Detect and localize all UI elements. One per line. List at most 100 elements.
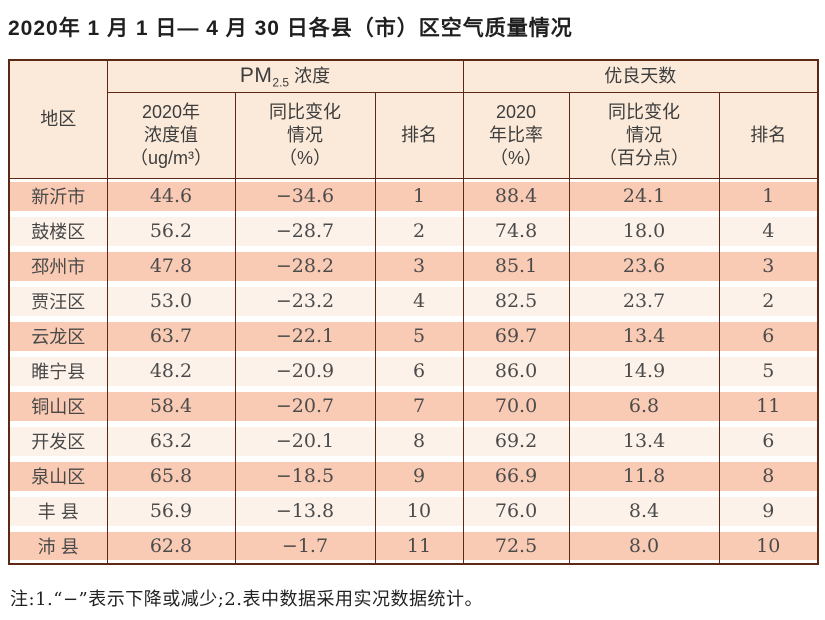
col-header-pm-value: 2020年 浓度值 （ug/m³） (106, 92, 236, 180)
pm-value-cell: 44.6 (106, 178, 236, 214)
table-row: 泉山区 65.8 −18.5 9 66.9 11.8 8 (8, 458, 819, 494)
table-row: 云龙区 63.7 −22.1 5 69.7 13.4 6 (8, 318, 819, 354)
region-cell: 开发区 (8, 423, 108, 459)
table-row: 贾汪区 53.0 −23.2 4 82.5 23.7 2 (8, 283, 819, 319)
gd-change-cell: 14.9 (568, 353, 720, 389)
table-header: 地区 PM2.5 浓度 优良天数 2020年 浓度值 （ug/m³） 同比变化 … (8, 60, 819, 180)
gd-rank-cell: 3 (718, 248, 819, 284)
gd-rate-cell: 74.8 (462, 213, 570, 249)
gd-rate-cell: 66.9 (462, 458, 570, 494)
pm-rank-cell: 7 (374, 388, 464, 424)
pm-change-cell: −20.9 (234, 353, 376, 389)
gd-rank-cell: 6 (718, 423, 819, 459)
col-header-gd-rate: 2020 年比率 （%） (462, 92, 570, 180)
region-cell: 铜山区 (8, 388, 108, 424)
page-title: 2020年 1 月 1 日— 4 月 30 日各县（市）区空气质量情况 (8, 17, 573, 40)
pm-change-cell: −1.7 (234, 528, 376, 564)
col-header-pm-change: 同比变化 情况 （%） (234, 92, 376, 180)
col-header-gd-change: 同比变化 情况 （百分点） (568, 92, 720, 180)
gd-rank-cell: 2 (718, 283, 819, 319)
col-header-gd-rank-label: 排名 (750, 124, 787, 145)
gd-rate-cell: 85.1 (462, 248, 570, 284)
pm-value-cell: 65.8 (106, 458, 236, 494)
pm-change-cell: −23.2 (234, 283, 376, 319)
pm-rank-cell: 1 (374, 178, 464, 214)
pm-change-cell: −28.2 (234, 248, 376, 284)
gd-change-cell: 18.0 (568, 213, 720, 249)
pm-change-cell: −34.6 (234, 178, 376, 214)
gd-rank-cell: 6 (718, 318, 819, 354)
region-cell: 丰 县 (8, 493, 108, 529)
pm-value-cell: 53.0 (106, 283, 236, 319)
gd-rate-cell: 72.5 (462, 528, 570, 564)
gd-rate-cell: 76.0 (462, 493, 570, 529)
col-header-pm-value-label: 2020年 浓度值 （ug/m³） (129, 101, 212, 169)
table-row: 铜山区 58.4 −20.7 7 70.0 6.8 11 (8, 388, 819, 424)
gd-rank-cell: 5 (718, 353, 819, 389)
col-header-gd-rate-label: 2020 年比率 （%） (489, 101, 544, 169)
pm-value-cell: 63.2 (106, 423, 236, 459)
gd-change-cell: 6.8 (568, 388, 720, 424)
footnote: 注:1.“−”表示下降或减少;2.表中数据采用实况数据统计。 (10, 588, 483, 610)
pm-change-cell: −13.8 (234, 493, 376, 529)
gd-change-cell: 13.4 (568, 423, 720, 459)
table-row: 新沂市 44.6 −34.6 1 88.4 24.1 1 (8, 178, 819, 214)
region-cell: 邳州市 (8, 248, 108, 284)
region-cell: 贾汪区 (8, 283, 108, 319)
gd-rate-cell: 69.2 (462, 423, 570, 459)
air-quality-table: 地区 PM2.5 浓度 优良天数 2020年 浓度值 （ug/m³） 同比变化 … (8, 59, 820, 565)
col-header-pm-rank-label: 排名 (401, 124, 437, 145)
pm-rank-cell: 6 (374, 353, 464, 389)
table-row: 开发区 63.2 −20.1 8 69.2 13.4 6 (8, 423, 819, 459)
gd-change-cell: 24.1 (568, 178, 720, 214)
col-group-good-days: 优良天数 (462, 60, 819, 94)
header-sub-row: 2020年 浓度值 （ug/m³） 同比变化 情况 （%） 排名 2020 年比… (9, 92, 819, 180)
pm-value-cell: 58.4 (106, 388, 236, 424)
col-header-gd-rank: 排名 (718, 92, 819, 180)
pm25-suffix: 浓度 (289, 66, 331, 86)
pm-rank-cell: 9 (374, 458, 464, 494)
pm-change-cell: −20.1 (234, 423, 376, 459)
table-row: 鼓楼区 56.2 −28.7 2 74.8 18.0 4 (8, 213, 819, 249)
pm-change-cell: −28.7 (234, 213, 376, 249)
gd-rank-cell: 1 (718, 178, 819, 214)
col-group-pm25: PM2.5 浓度 (106, 60, 464, 94)
gd-change-cell: 23.7 (568, 283, 720, 319)
pm-rank-cell: 10 (374, 493, 464, 529)
pm-rank-cell: 2 (374, 213, 464, 249)
gd-change-cell: 11.8 (568, 458, 720, 494)
pm-rank-cell: 3 (374, 248, 464, 284)
pm-rank-cell: 11 (374, 528, 464, 564)
table-row: 丰 县 56.9 −13.8 10 76.0 8.4 9 (8, 493, 819, 529)
col-header-region: 地区 (8, 60, 108, 180)
region-cell: 泉山区 (8, 458, 108, 494)
gd-rate-cell: 69.7 (462, 318, 570, 354)
pm-value-cell: 56.9 (106, 493, 236, 529)
pm-value-cell: 48.2 (106, 353, 236, 389)
gd-rank-cell: 9 (718, 493, 819, 529)
gd-rank-cell: 4 (718, 213, 819, 249)
pm-rank-cell: 5 (374, 318, 464, 354)
col-header-pm-change-label: 同比变化 情况 （%） (269, 101, 341, 169)
gd-rate-cell: 70.0 (462, 388, 570, 424)
gd-rate-cell: 82.5 (462, 283, 570, 319)
pm-value-cell: 63.7 (106, 318, 236, 354)
header-group-row: 地区 PM2.5 浓度 优良天数 (8, 60, 819, 180)
gd-rank-cell: 8 (718, 458, 819, 494)
table-body: 新沂市 44.6 −34.6 1 88.4 24.1 1 鼓楼区 56.2 −2… (8, 178, 819, 564)
pm-rank-cell: 4 (374, 283, 464, 319)
gd-change-cell: 8.4 (568, 493, 720, 529)
pm25-prefix: PM (239, 64, 273, 87)
col-header-gd-change-label: 同比变化 情况 （百分点） (599, 101, 690, 169)
region-cell: 鼓楼区 (8, 213, 108, 249)
gd-rate-cell: 88.4 (462, 178, 570, 214)
gd-change-cell: 13.4 (568, 318, 720, 354)
gd-change-cell: 8.0 (568, 528, 720, 564)
gd-change-cell: 23.6 (568, 248, 720, 284)
pm-value-cell: 62.8 (106, 528, 236, 564)
table-row: 睢宁县 48.2 −20.9 6 86.0 14.9 5 (8, 353, 819, 389)
pm-value-cell: 47.8 (106, 248, 236, 284)
region-cell: 云龙区 (8, 318, 108, 354)
gd-rank-cell: 11 (718, 388, 819, 424)
